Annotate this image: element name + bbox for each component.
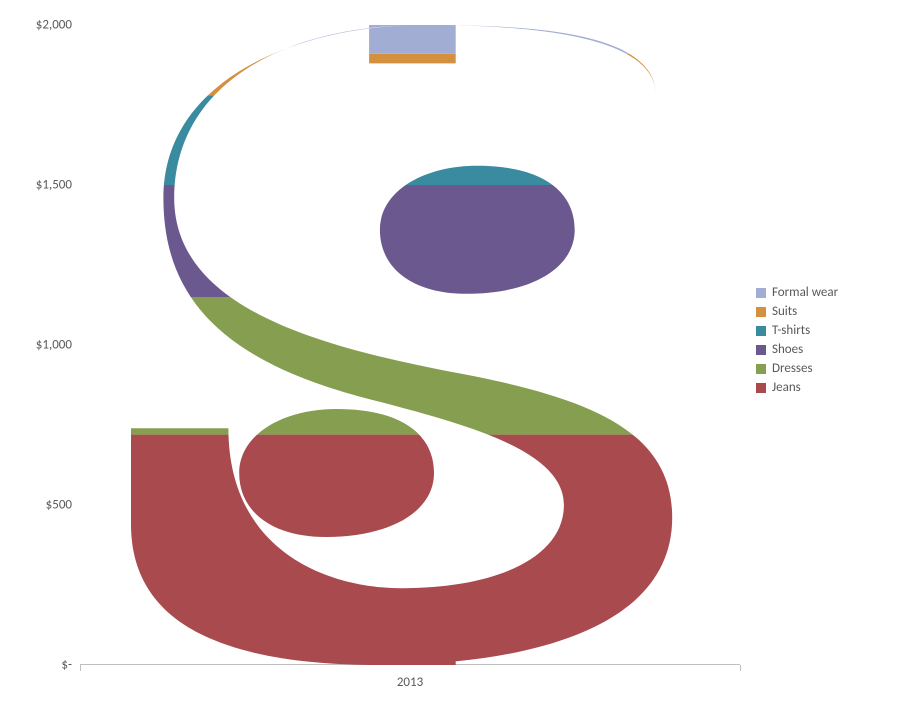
y-tick-text: $- — [61, 658, 72, 673]
y-tick-text: $500 — [46, 498, 72, 513]
legend-item-jeans: Jeans — [756, 381, 838, 394]
legend-swatch — [756, 326, 766, 336]
legend-item-dresses: Dresses — [756, 362, 838, 375]
legend-swatch — [756, 345, 766, 355]
y-tick-label: $2,000 — [36, 18, 72, 33]
legend-swatch — [756, 364, 766, 374]
y-tick-text: $2,000 — [36, 18, 72, 33]
band-formal_wear — [80, 25, 740, 54]
band-shoes — [80, 185, 740, 297]
band-jeans — [80, 435, 740, 665]
legend-item-suits: Suits — [756, 305, 838, 318]
plot-area: $- $500 $1,000 $1,500 $2,000 2013 — [80, 25, 740, 665]
y-tick-label: $1,500 — [36, 178, 72, 193]
x-tick-mark — [740, 665, 741, 671]
legend-label: Dresses — [772, 362, 813, 375]
legend-label: Jeans — [772, 381, 801, 394]
legend-item-shoes: Shoes — [756, 343, 838, 356]
legend-label: T-shirts — [772, 324, 810, 337]
legend-swatch — [756, 383, 766, 393]
y-tick-label: $1,000 — [36, 338, 72, 353]
legend-swatch — [756, 288, 766, 298]
band-suits — [80, 54, 740, 96]
legend-label: Formal wear — [772, 286, 838, 299]
dollar-shape-container — [80, 25, 740, 665]
clothing-spend-chart: $- $500 $1,000 $1,500 $2,000 2013 Forma — [0, 0, 900, 727]
legend-label: Shoes — [772, 343, 803, 356]
y-tick-label: $500 — [46, 498, 72, 513]
legend-swatch — [756, 307, 766, 317]
legend-item-formal-wear: Formal wear — [756, 286, 838, 299]
y-tick-text: $1,500 — [36, 178, 72, 193]
stacked-bands — [80, 25, 740, 665]
band-dresses — [80, 297, 740, 435]
x-axis-label: 2013 — [397, 675, 423, 690]
legend-item-tshirts: T-shirts — [756, 324, 838, 337]
x-tick-mark — [80, 665, 81, 671]
y-tick-text: $1,000 — [36, 338, 72, 353]
legend-label: Suits — [772, 305, 797, 318]
band-tshirts — [80, 95, 740, 185]
legend: Formal wear Suits T-shirts Shoes Dresses… — [756, 280, 838, 400]
y-tick-label: $- — [61, 658, 72, 673]
dollar-shape-svg — [80, 25, 740, 665]
